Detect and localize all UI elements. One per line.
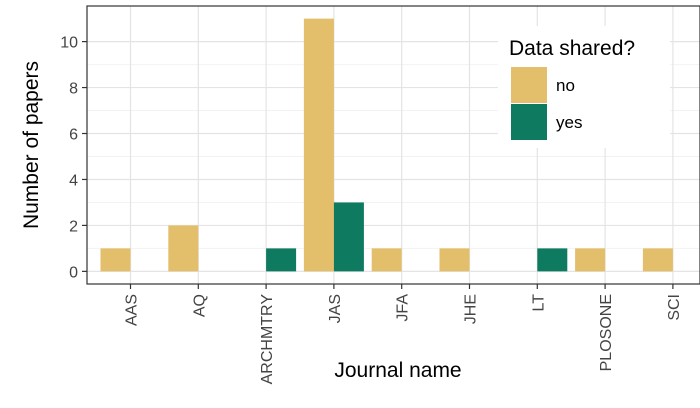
x-tick-label: AAS bbox=[124, 294, 141, 326]
x-tick-label: JAS bbox=[327, 294, 344, 323]
y-tick-label: 10 bbox=[60, 35, 78, 52]
legend-label-no: no bbox=[556, 76, 575, 95]
bar-yes-jas bbox=[333, 202, 364, 272]
legend-key-yes bbox=[511, 104, 547, 140]
x-axis-title: Journal name bbox=[334, 359, 461, 382]
y-tick-label: 4 bbox=[69, 172, 78, 189]
bar-no-plosone bbox=[575, 248, 606, 272]
x-tick-label: LT bbox=[530, 294, 547, 312]
y-tick-label: 2 bbox=[69, 218, 78, 235]
bar-no-jfa bbox=[371, 248, 402, 272]
x-tick-label: JFA bbox=[395, 294, 412, 322]
bars bbox=[100, 18, 673, 272]
y-tick-label: 8 bbox=[69, 81, 78, 98]
x-tick-label: ARCHMTRY bbox=[259, 294, 276, 385]
y-tick-label: 6 bbox=[69, 127, 78, 144]
legend-title: Data shared? bbox=[509, 37, 635, 60]
bar-no-jhe bbox=[439, 248, 470, 272]
legend-label-yes: yes bbox=[556, 113, 582, 132]
bar-yes-archmtry bbox=[266, 248, 297, 272]
legend-key-no bbox=[511, 67, 547, 103]
y-axis: 0 2 4 6 8 10 bbox=[60, 35, 87, 281]
bar-no-jas bbox=[303, 18, 334, 272]
bar-no-aq bbox=[168, 225, 199, 272]
plot-panel-border bbox=[86, 5, 700, 285]
bar-no-aas bbox=[100, 248, 131, 272]
x-tick-label: JHE bbox=[463, 294, 480, 324]
x-tick-label: SCI bbox=[666, 294, 683, 321]
bar-yes-lt bbox=[537, 248, 568, 272]
legend: Data shared? no yes bbox=[498, 26, 670, 148]
x-axis: AAS AQ ARCHMTRY JAS JFA JHE LT PLOSONE SCI bbox=[124, 284, 683, 384]
bar-no-sci bbox=[642, 248, 673, 272]
x-tick-label: PLOSONE bbox=[598, 294, 615, 371]
x-tick-label: AQ bbox=[191, 294, 208, 317]
y-tick-label: 0 bbox=[69, 264, 78, 281]
y-axis-title: Number of papers bbox=[20, 61, 43, 229]
